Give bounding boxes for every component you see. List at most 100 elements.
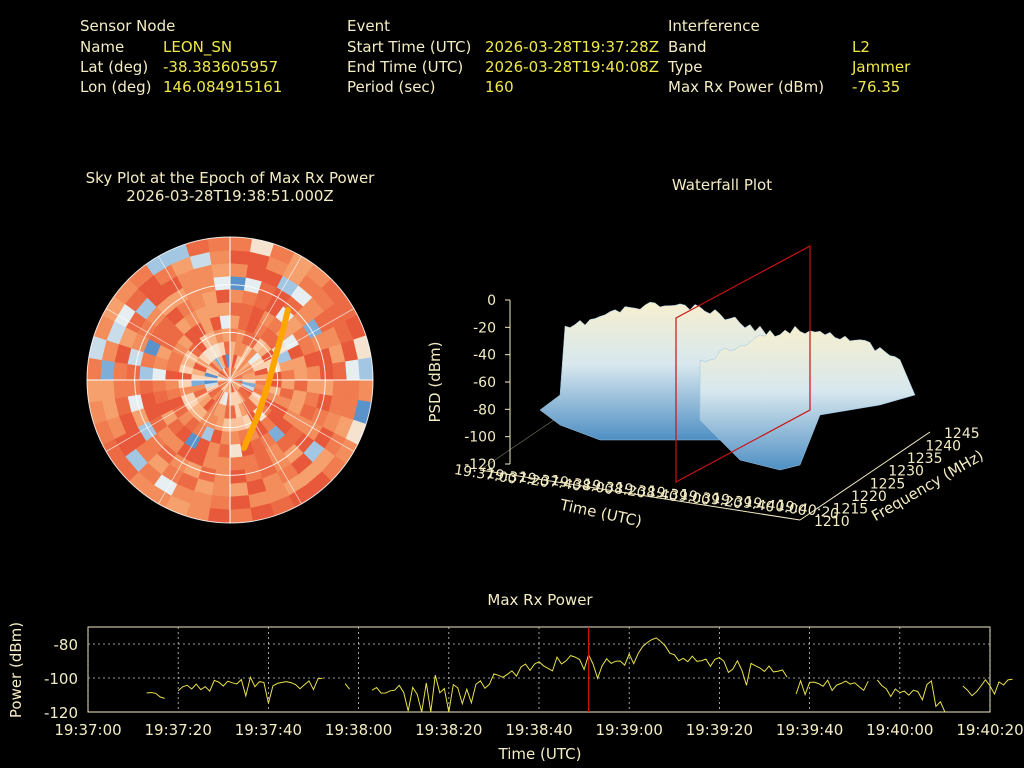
event-end-value: 2026-03-28T19:40:08Z [485,58,659,76]
power-x-tick-label: 19:38:00 [325,721,392,739]
max-rx-power-title: Max Rx Power [487,591,593,609]
sky-cell [229,275,247,291]
sky-cell [306,379,322,395]
power-x-tick-label: 19:38:20 [415,721,482,739]
sky-cell [229,482,249,498]
sky-cell [217,301,231,317]
power-y-tick-label: -80 [54,636,79,654]
sky-cell [219,314,231,329]
power-series-segment [876,679,946,713]
psd-tick-label: -60 [473,375,496,391]
sensor-lon-label: Lon (deg) [80,78,152,96]
power-series-segment [344,683,350,690]
sky-cell [211,262,231,278]
interference-band-value: L2 [852,38,870,56]
freq-tick-label: 1220 [851,489,887,505]
sensor-lat-label: Lat (deg) [80,58,149,76]
sky-plot [86,236,374,524]
sky-cell [229,508,253,523]
freq-tick-label: 1215 [833,501,869,517]
sky-cell [229,262,249,278]
psd-tick-label: -120 [464,457,496,473]
psd-axis-label: PSD (dBm) [426,341,444,422]
sky-cells [87,237,373,523]
sky-cell [319,363,335,381]
sky-cell [87,379,102,403]
sky-plot-subtitle: 2026-03-28T19:38:51.000Z [126,187,334,205]
interference-type-label: Type [668,58,703,76]
sky-cell [112,379,128,399]
power-x-tick-label: 19:39:20 [686,721,753,739]
sky-cell [213,275,231,291]
event-period-value: 160 [485,78,514,96]
sky-cell [207,237,231,252]
interference-power-value: -76.35 [852,78,901,96]
power-x-tick-label: 19:37:40 [235,721,302,739]
sky-cell [213,469,231,485]
sky-cell [332,379,348,399]
waterfall-epoch-plane [675,244,811,484]
power-series-segment [962,678,1013,697]
psd-tick-label: -20 [473,320,496,336]
sky-cell [229,431,241,446]
sky-cell [99,379,115,401]
sensor-name-value: LEON_SN [163,38,233,56]
interference-power-label: Max Rx Power (dBm) [668,78,825,96]
waterfall-plot: 0-20-40-60-80-100-12019:37:0019:37:2019:… [426,244,987,531]
sky-cell [306,365,322,381]
waterfall-time-axis [479,469,801,521]
psd-tick-label: -80 [473,402,496,418]
event-period-label: Period (sec) [347,78,436,96]
sky-cell [125,363,141,381]
power-x-tick-label: 19:37:20 [145,721,212,739]
freq-tick-label: 1225 [870,476,906,492]
sky-grid-spoke [105,308,355,452]
freq-tick-label: 1235 [907,451,943,467]
sky-cell [138,379,154,395]
power-series-segment [177,675,323,704]
sky-cell [229,237,253,252]
power-x-tick-label: 19:37:00 [54,721,121,739]
waterfall-title: Waterfall Plot [671,176,773,194]
sensor-node-title: Sensor Node [80,17,176,35]
sky-cell [229,456,245,472]
waterfall-surface [699,325,916,471]
freq-tick-label: 1240 [925,439,961,455]
interference-title: Interference [668,17,760,35]
sky-cell [229,469,247,485]
sky-cell [209,495,231,511]
interference-type-value: Jammer [852,58,911,76]
sky-cell [125,379,141,397]
sky-cell [99,359,115,381]
max-rx-power-plot: 19:37:00 19:37:20 19:37:40 19:38:00 19:38:20… [7,622,1024,763]
power-y-axis-label: Power (dBm) [7,622,25,718]
sky-cell [207,508,231,523]
freq-tick-label: 1210 [814,514,850,530]
psd-tick-label: -40 [473,348,496,364]
interference-band-label: Band [668,38,707,56]
power-x-tick-label: 19:40:20 [956,721,1023,739]
sky-cell [209,249,231,265]
sky-cell [87,357,102,381]
sky-cell [138,365,154,381]
sky-cell [293,367,309,381]
sky-cell [332,361,348,381]
sky-plot-title: Sky Plot at the Epoch of Max Rx Power [85,169,375,187]
sky-cell [112,361,128,381]
sky-cell [345,359,361,381]
psd-tick-label: 0 [487,293,496,309]
power-x-tick-label: 19:39:40 [776,721,843,739]
sky-cell [358,379,373,403]
power-plot-frame [87,626,991,713]
freq-tick-label: 1245 [944,426,980,442]
power-y-tick-label: -120 [44,704,78,722]
event-title: Event [347,17,390,35]
sky-cell [229,443,243,459]
sky-cell [229,495,251,511]
sky-cell [345,379,361,401]
event-end-label: End Time (UTC) [347,58,464,76]
sky-cell [358,357,373,381]
power-x-tick-label: 19:38:40 [505,721,572,739]
sky-cell [215,288,231,304]
